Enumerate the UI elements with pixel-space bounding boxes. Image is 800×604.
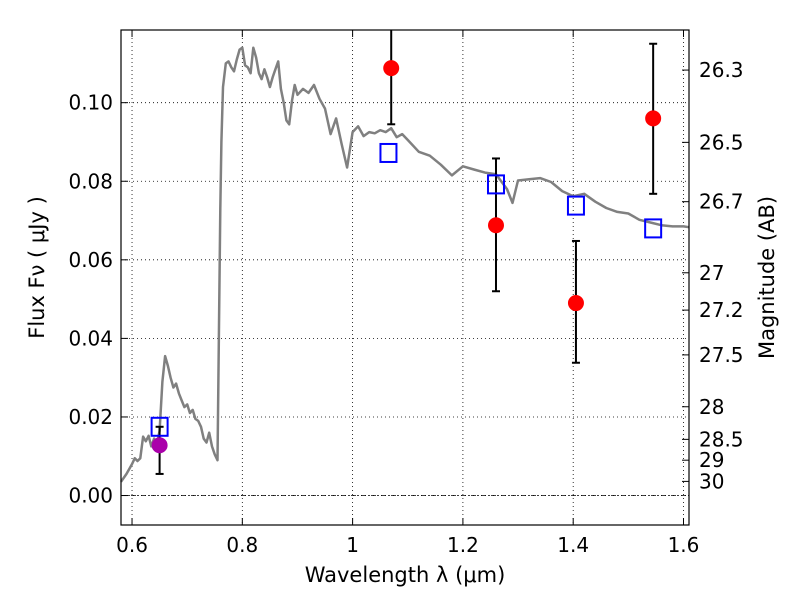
model-square-marker <box>379 142 398 163</box>
right-axis-label: Magnitude (AB) <box>755 196 779 359</box>
model-square-marker <box>486 174 505 195</box>
right-tick-label: 27.2 <box>699 298 744 322</box>
right-tick-label: 27 <box>699 261 724 285</box>
model-square-marker <box>150 416 169 437</box>
y-tick-label: 0.00 <box>68 484 113 508</box>
observed-point-marker <box>645 110 662 127</box>
model-square-marker <box>566 195 585 216</box>
observed-point-marker <box>151 437 168 454</box>
model-square-marker <box>644 218 663 239</box>
right-tick-label: 26.7 <box>699 190 744 214</box>
right-tick-label: 30 <box>699 469 724 493</box>
y-tick-label: 0.10 <box>68 91 113 115</box>
x-axis-label: Wavelength λ (μm) <box>305 563 506 587</box>
x-tick-label: 1.2 <box>447 533 479 557</box>
right-tick-label: 28.5 <box>699 427 744 451</box>
x-tick-label: 0.8 <box>226 533 258 557</box>
markers <box>150 60 663 454</box>
right-tick-label: 26.3 <box>699 58 744 82</box>
y-tick-label: 0.08 <box>68 169 113 193</box>
ticks <box>121 30 689 525</box>
error-bars <box>155 30 658 475</box>
x-tick-label: 0.6 <box>116 533 148 557</box>
plot-frame <box>120 29 690 526</box>
observed-point-marker <box>567 295 584 312</box>
observed-point-marker <box>383 60 400 77</box>
y-tick-label: 0.02 <box>68 405 113 429</box>
y-tick-label: 0.04 <box>68 326 113 350</box>
right-tick-label: 26.5 <box>699 130 744 154</box>
x-tick-label: 1 <box>346 533 359 557</box>
y-tick-label: 0.06 <box>68 248 113 272</box>
x-tick-label: 1.4 <box>557 533 589 557</box>
y-axis-label: Flux Fν ( μJy ) <box>25 196 49 339</box>
observed-point-marker <box>487 217 504 234</box>
x-tick-label: 1.6 <box>668 533 700 557</box>
grid <box>121 30 689 525</box>
x-tick-labels: 0.6 0.8 1 1.2 1.4 1.6 <box>116 533 699 557</box>
right-tick-label: 27.5 <box>699 343 744 367</box>
right-tick-label: 29 <box>699 448 724 472</box>
right-tick-label: 28 <box>699 395 724 419</box>
y-tick-labels: 0.00 0.02 0.04 0.06 0.08 0.10 <box>68 91 113 508</box>
